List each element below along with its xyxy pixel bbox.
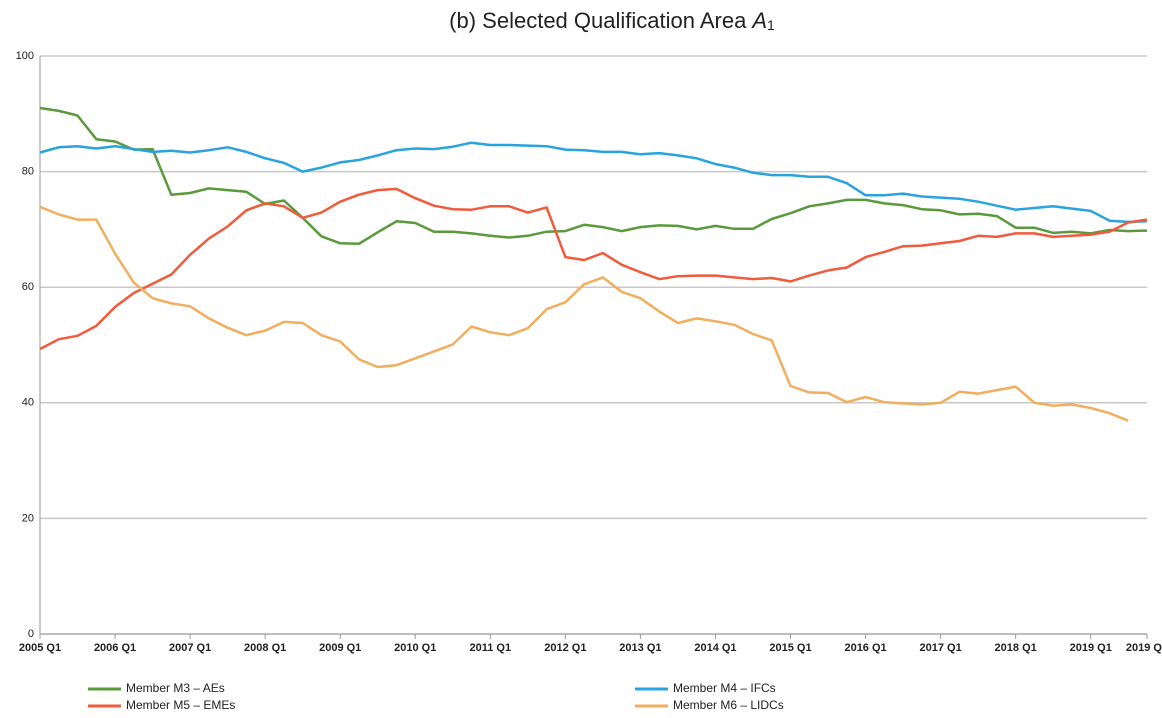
x-tick-label: 2016 Q1 xyxy=(844,642,886,654)
series-line xyxy=(39,205,1129,422)
x-tick-label: 2005 Q1 xyxy=(19,642,61,654)
x-tick-label: 2007 Q1 xyxy=(169,642,211,654)
y-tick-label: 20 xyxy=(22,512,34,524)
x-tick-label: 2012 Q1 xyxy=(544,642,586,654)
x-tick-label: 2015 Q1 xyxy=(769,642,811,654)
x-tick-label: 2019 Q1 xyxy=(1070,642,1112,654)
y-tick-label: 60 xyxy=(22,281,34,293)
legend-label: Member M5 – EMEs xyxy=(126,698,235,712)
x-tick-label: 2019 Q4 xyxy=(1126,642,1162,654)
x-tick-label: 2008 Q1 xyxy=(244,642,286,654)
title-subscript: 1 xyxy=(767,17,775,33)
x-tick-label: 2014 Q1 xyxy=(694,642,736,654)
series-line xyxy=(39,187,1148,351)
legend-label: Member M4 – IFCs xyxy=(673,681,776,695)
x-tick-label: 2006 Q1 xyxy=(94,642,136,654)
legend-label: Member M6 – LIDCs xyxy=(673,698,784,712)
series-line xyxy=(39,106,1148,246)
title-symbol: A xyxy=(750,8,767,33)
chart-title: (b) Selected Qualification Area A1 xyxy=(449,8,775,33)
y-tick-label: 100 xyxy=(16,50,34,62)
y-tick-label: 0 xyxy=(28,628,34,640)
x-tick-label: 2011 Q1 xyxy=(470,642,512,654)
x-tick-label: 2013 Q1 xyxy=(619,642,661,654)
title-text: (b) Selected Qualification Area xyxy=(449,8,747,33)
x-tick-label: 2017 Q1 xyxy=(920,642,962,654)
y-tick-label: 40 xyxy=(22,397,34,409)
x-tick-label: 2009 Q1 xyxy=(319,642,361,654)
y-tick-label: 80 xyxy=(22,166,34,178)
series-line xyxy=(39,141,1148,224)
x-tick-label: 2018 Q1 xyxy=(995,642,1037,654)
x-tick-label: 2010 Q1 xyxy=(394,642,436,654)
legend-label: Member M3 – AEs xyxy=(126,681,225,695)
